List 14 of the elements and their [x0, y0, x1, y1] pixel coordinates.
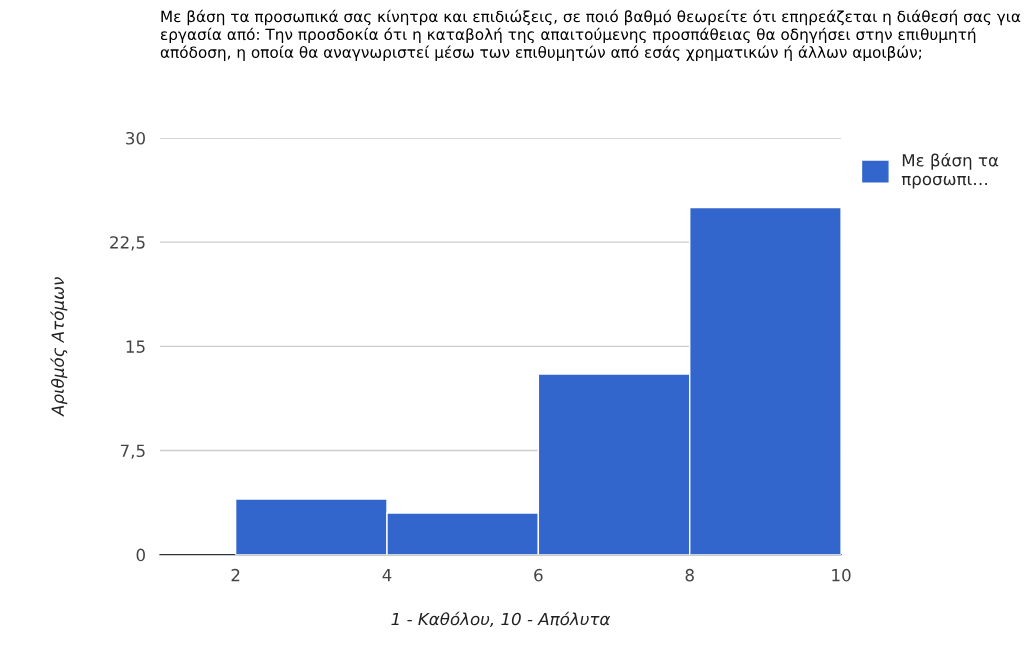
chart-title: Με βάση τα προσωπικά σας κίνητρα και επιδιώξεις, σε ποιό βαθμό θεωρείτε ότι επηρεάζεται η διάθεσή σας για εργασία από: Την προσδοκία ότι η καταβολή της απαιτούμενης προσπάθειας θα οδηγήσει στην επιθυμητή απόδοση, η οποία θα αναγνωριστεί μέσω των επιθυμητών από εσάς χρηματικών ή άλλων αμοιβών;: [160, 9, 1021, 61]
x-tick-label: 6: [534, 568, 543, 582]
legend-label: Με βάση τα προσωπι…: [901, 153, 999, 189]
y-tick-label: 30: [126, 131, 145, 145]
y-tick-label: 0: [136, 548, 145, 562]
x-tick-label: 2: [231, 568, 240, 582]
y-tick-label: 7,5: [120, 444, 145, 459]
x-tick-label: 8: [685, 568, 694, 582]
y-tick-label: 15: [126, 340, 145, 353]
x-axis-title: 1 - Καθόλου, 10 - Απόλυτα: [391, 611, 611, 628]
x-tick-label: 10: [832, 568, 851, 582]
y-tick-label: 22,5: [110, 236, 145, 251]
x-tick-label: 4: [382, 569, 392, 582]
y-axis-title: Αριθμός Ατόμων: [50, 277, 68, 417]
